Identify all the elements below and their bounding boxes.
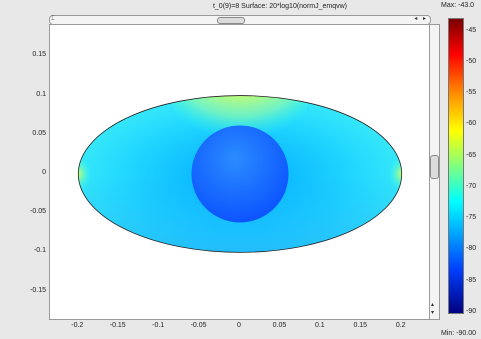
plot-title: t_0(9)=8 Surface: 20*log10(normJ_emqvw): [212, 3, 348, 10]
colorbar-tick-label: -65: [466, 151, 477, 159]
y-tick-label: -0.15: [30, 286, 46, 294]
colorbar-tick-label: -85: [466, 276, 477, 284]
vertical-scroll-thumb[interactable]: [430, 155, 439, 179]
colorbar-tick-label: -50: [466, 57, 477, 65]
x-tick-label: 0: [237, 322, 241, 329]
horizontal-scroll-thumb[interactable]: [217, 17, 245, 24]
top-hotspot: [172, 95, 308, 171]
x-tick-label: -0.15: [109, 322, 126, 329]
scroll-arrows-icon[interactable]: ◂ ▸: [414, 16, 428, 22]
y-tick-label: 0.05: [32, 129, 46, 137]
colorbar-tick-label: -55: [466, 89, 477, 97]
colorbar-tick-label: -80: [466, 245, 477, 253]
scroll-up-arrow-icon[interactable]: ▴: [431, 302, 435, 308]
x-tick-label: 0.1: [314, 322, 325, 329]
circle-scatterer: [191, 125, 289, 223]
field-plot: [77, 95, 403, 253]
colorbar-tick-label: -75: [466, 214, 477, 222]
colorbar: [448, 18, 464, 314]
colorbar-tick-label: -70: [466, 182, 477, 190]
y-tick-label: -0.1: [33, 247, 46, 255]
colorbar-max-label: Max: -43.0: [441, 2, 475, 9]
y-tick-label: 0.1: [36, 90, 46, 98]
y-tick-label: -0.05: [30, 208, 46, 216]
x-tick-label: -0.2: [71, 322, 84, 329]
x-tick-label: 0.05: [272, 322, 287, 329]
y-tick-label: 0.15: [32, 51, 46, 59]
ellipse-boundary: [77, 95, 403, 253]
plot-area[interactable]: [49, 24, 431, 320]
vertical-scrollbar[interactable]: ▴ ▾: [429, 24, 440, 320]
x-tick-label: -0.05: [190, 322, 207, 329]
y-tick-label: 0: [42, 168, 46, 176]
x-tick-label: 0.2: [395, 322, 406, 329]
colorbar-min-label: Min: -90.00: [441, 330, 477, 337]
x-tick-label: 0.15: [353, 322, 368, 329]
x-tick-label: -0.1: [152, 322, 165, 329]
colorbar-tick-label: -45: [466, 26, 477, 34]
colorbar-tick-label: -60: [466, 120, 477, 128]
colorbar-tick-label: -90: [466, 308, 477, 315]
scrollbar-left-cap-icon: ⌶: [51, 16, 55, 22]
scroll-down-arrow-icon[interactable]: ▾: [431, 310, 435, 316]
